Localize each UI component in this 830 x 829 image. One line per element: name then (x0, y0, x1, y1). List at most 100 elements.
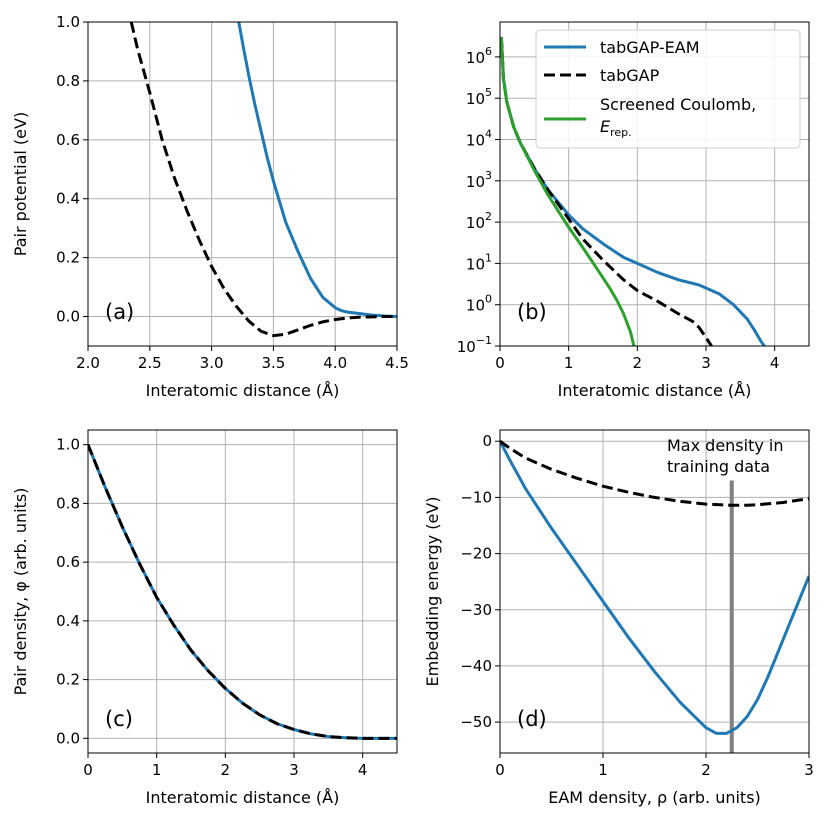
x-tick-label: 2.0 (76, 354, 100, 372)
y-axis-label: Pair potential (eV) (11, 112, 30, 256)
plot-area (129, 22, 397, 338)
series-line-tabgap (129, 22, 397, 338)
series-line-tabgap (500, 440, 809, 507)
y-tick-label: −40 (460, 657, 492, 675)
y-tick-base: 10 (466, 173, 485, 191)
y-tick-label: 100 (466, 293, 492, 315)
axes-frame (499, 21, 810, 347)
x-tick-label: 2.5 (138, 354, 162, 372)
panel-c: 0 1 2 3 4 0.0 0.2 0.4 0.6 0.8 1.0 Interatomic dista… (11, 429, 398, 807)
y-axis-label: Pair density, φ (arb. units) (11, 488, 30, 696)
y-tick-label: 0.6 (56, 553, 80, 571)
legend-label: Screened Coulomb, (600, 95, 756, 114)
y-tick-label: 102 (466, 210, 492, 232)
series-line-screened-coulomb-e-rep- (500, 37, 636, 346)
series-line-tabgap-eam (237, 22, 397, 319)
y-tick-label: −20 (460, 545, 492, 563)
legend-box (535, 29, 801, 149)
panel-b: 0 1 2 3 410−1100101102103104105106Interatomi… (457, 21, 810, 400)
legend-label: tabGAP-EAM (600, 38, 700, 57)
y-tick-label: 0.4 (56, 190, 80, 208)
legend-symbol-sub: rep. (610, 126, 632, 139)
series-line-tabgap-eam (500, 440, 809, 735)
x-axis-label: Interatomic distance (Å) (146, 381, 340, 400)
legend-symbol-e: E (600, 117, 611, 136)
x-axis-label: EAM density, ρ (arb. units) (548, 788, 761, 807)
y-tick-base: 10 (466, 297, 485, 315)
y-tick-label: −10 (460, 488, 492, 506)
x-axis-label: Interatomic distance (Å) (146, 788, 340, 807)
y-tick-label: 105 (466, 86, 492, 108)
y-tick-label: 0.2 (56, 671, 80, 689)
y-tick-label: 1.0 (56, 13, 80, 31)
series-line-tabgap (88, 444, 397, 740)
y-tick-label: 106 (466, 45, 492, 67)
series-line-tabgap-eam (88, 444, 397, 740)
plot-area (88, 444, 397, 740)
y-tick-base: 10 (466, 214, 485, 232)
y-tick-label: 0.4 (56, 612, 80, 630)
legend-label-symbol: Erep. (600, 117, 632, 139)
axes-frame (499, 429, 810, 754)
y-tick-label: 103 (466, 169, 492, 191)
y-tick-label: 0.8 (56, 494, 80, 512)
panel-label: (d) (517, 707, 547, 731)
y-tick-label: 1.0 (56, 436, 80, 454)
x-tick-label: 4 (358, 761, 368, 779)
panel-label: (a) (105, 300, 134, 324)
x-tick-label: 2 (701, 761, 711, 779)
y-tick-label: 0.2 (56, 249, 80, 267)
y-tick-exponent: 2 (485, 210, 492, 223)
y-tick-exponent: 6 (485, 45, 492, 58)
plot-area (500, 440, 809, 753)
x-tick-label: 1 (598, 761, 608, 779)
y-tick-base: 10 (457, 338, 476, 356)
y-tick-exponent: 5 (485, 86, 492, 99)
y-tick-base: 10 (466, 255, 485, 273)
y-tick-label: 101 (466, 251, 492, 273)
x-tick-label: 1 (152, 761, 162, 779)
y-tick-base: 10 (466, 49, 485, 67)
x-tick-label: 2 (633, 354, 643, 372)
legend-label: tabGAP (600, 66, 660, 85)
x-tick-label: 3.5 (261, 354, 285, 372)
y-tick-exponent: 1 (485, 251, 492, 264)
panel-a: 2.0 2.5 3.0 3.5 4.0 4.5 0.0 0.2 0.4 0.6 0.8 1.0 Inte… (11, 13, 409, 400)
panel-d: 0 1 2 3 0 −10 −20 −30 −40 −50 EAM density, ρ (arb.… (423, 429, 814, 807)
legend: tabGAP-EAM tabGAP Screened Coulomb, Erep. (535, 29, 801, 149)
y-tick-exponent: 0 (485, 293, 492, 306)
x-tick-label: 0 (83, 761, 93, 779)
y-tick-label: 0 (482, 432, 492, 450)
y-tick-exponent: 4 (485, 128, 492, 141)
y-tick-label: 10−1 (457, 334, 492, 356)
annotation-text: Max density in (667, 436, 784, 455)
y-tick-label: −30 (460, 601, 492, 619)
x-tick-label: 0 (495, 761, 505, 779)
y-tick-label: 104 (466, 128, 492, 150)
y-tick-label: 0.0 (56, 729, 80, 747)
x-tick-label: 3 (804, 761, 814, 779)
x-tick-label: 3.0 (200, 354, 224, 372)
y-tick-label: 0.8 (56, 72, 80, 90)
grid (499, 430, 810, 753)
x-tick-label: 0 (495, 354, 505, 372)
plot-area (500, 37, 766, 346)
axes-frame (87, 429, 398, 754)
x-tick-label: 3 (701, 354, 711, 372)
y-tick-exponent: 3 (485, 169, 492, 182)
x-tick-label: 2 (221, 761, 231, 779)
x-axis-label: Interatomic distance (Å) (558, 381, 752, 400)
y-axis-label: Embedding energy (eV) (423, 497, 442, 687)
y-tick-label: 0.6 (56, 131, 80, 149)
x-tick-label: 4.5 (385, 354, 409, 372)
x-tick-label: 4 (770, 354, 780, 372)
x-tick-label: 3 (289, 761, 299, 779)
annotation-text: training data (667, 457, 770, 476)
panel-label: (c) (105, 707, 133, 731)
y-tick-exponent: −1 (476, 334, 492, 347)
x-tick-label: 1 (564, 354, 574, 372)
axes-frame (87, 21, 398, 347)
x-tick-label: 4.0 (323, 354, 347, 372)
grid (87, 21, 398, 346)
